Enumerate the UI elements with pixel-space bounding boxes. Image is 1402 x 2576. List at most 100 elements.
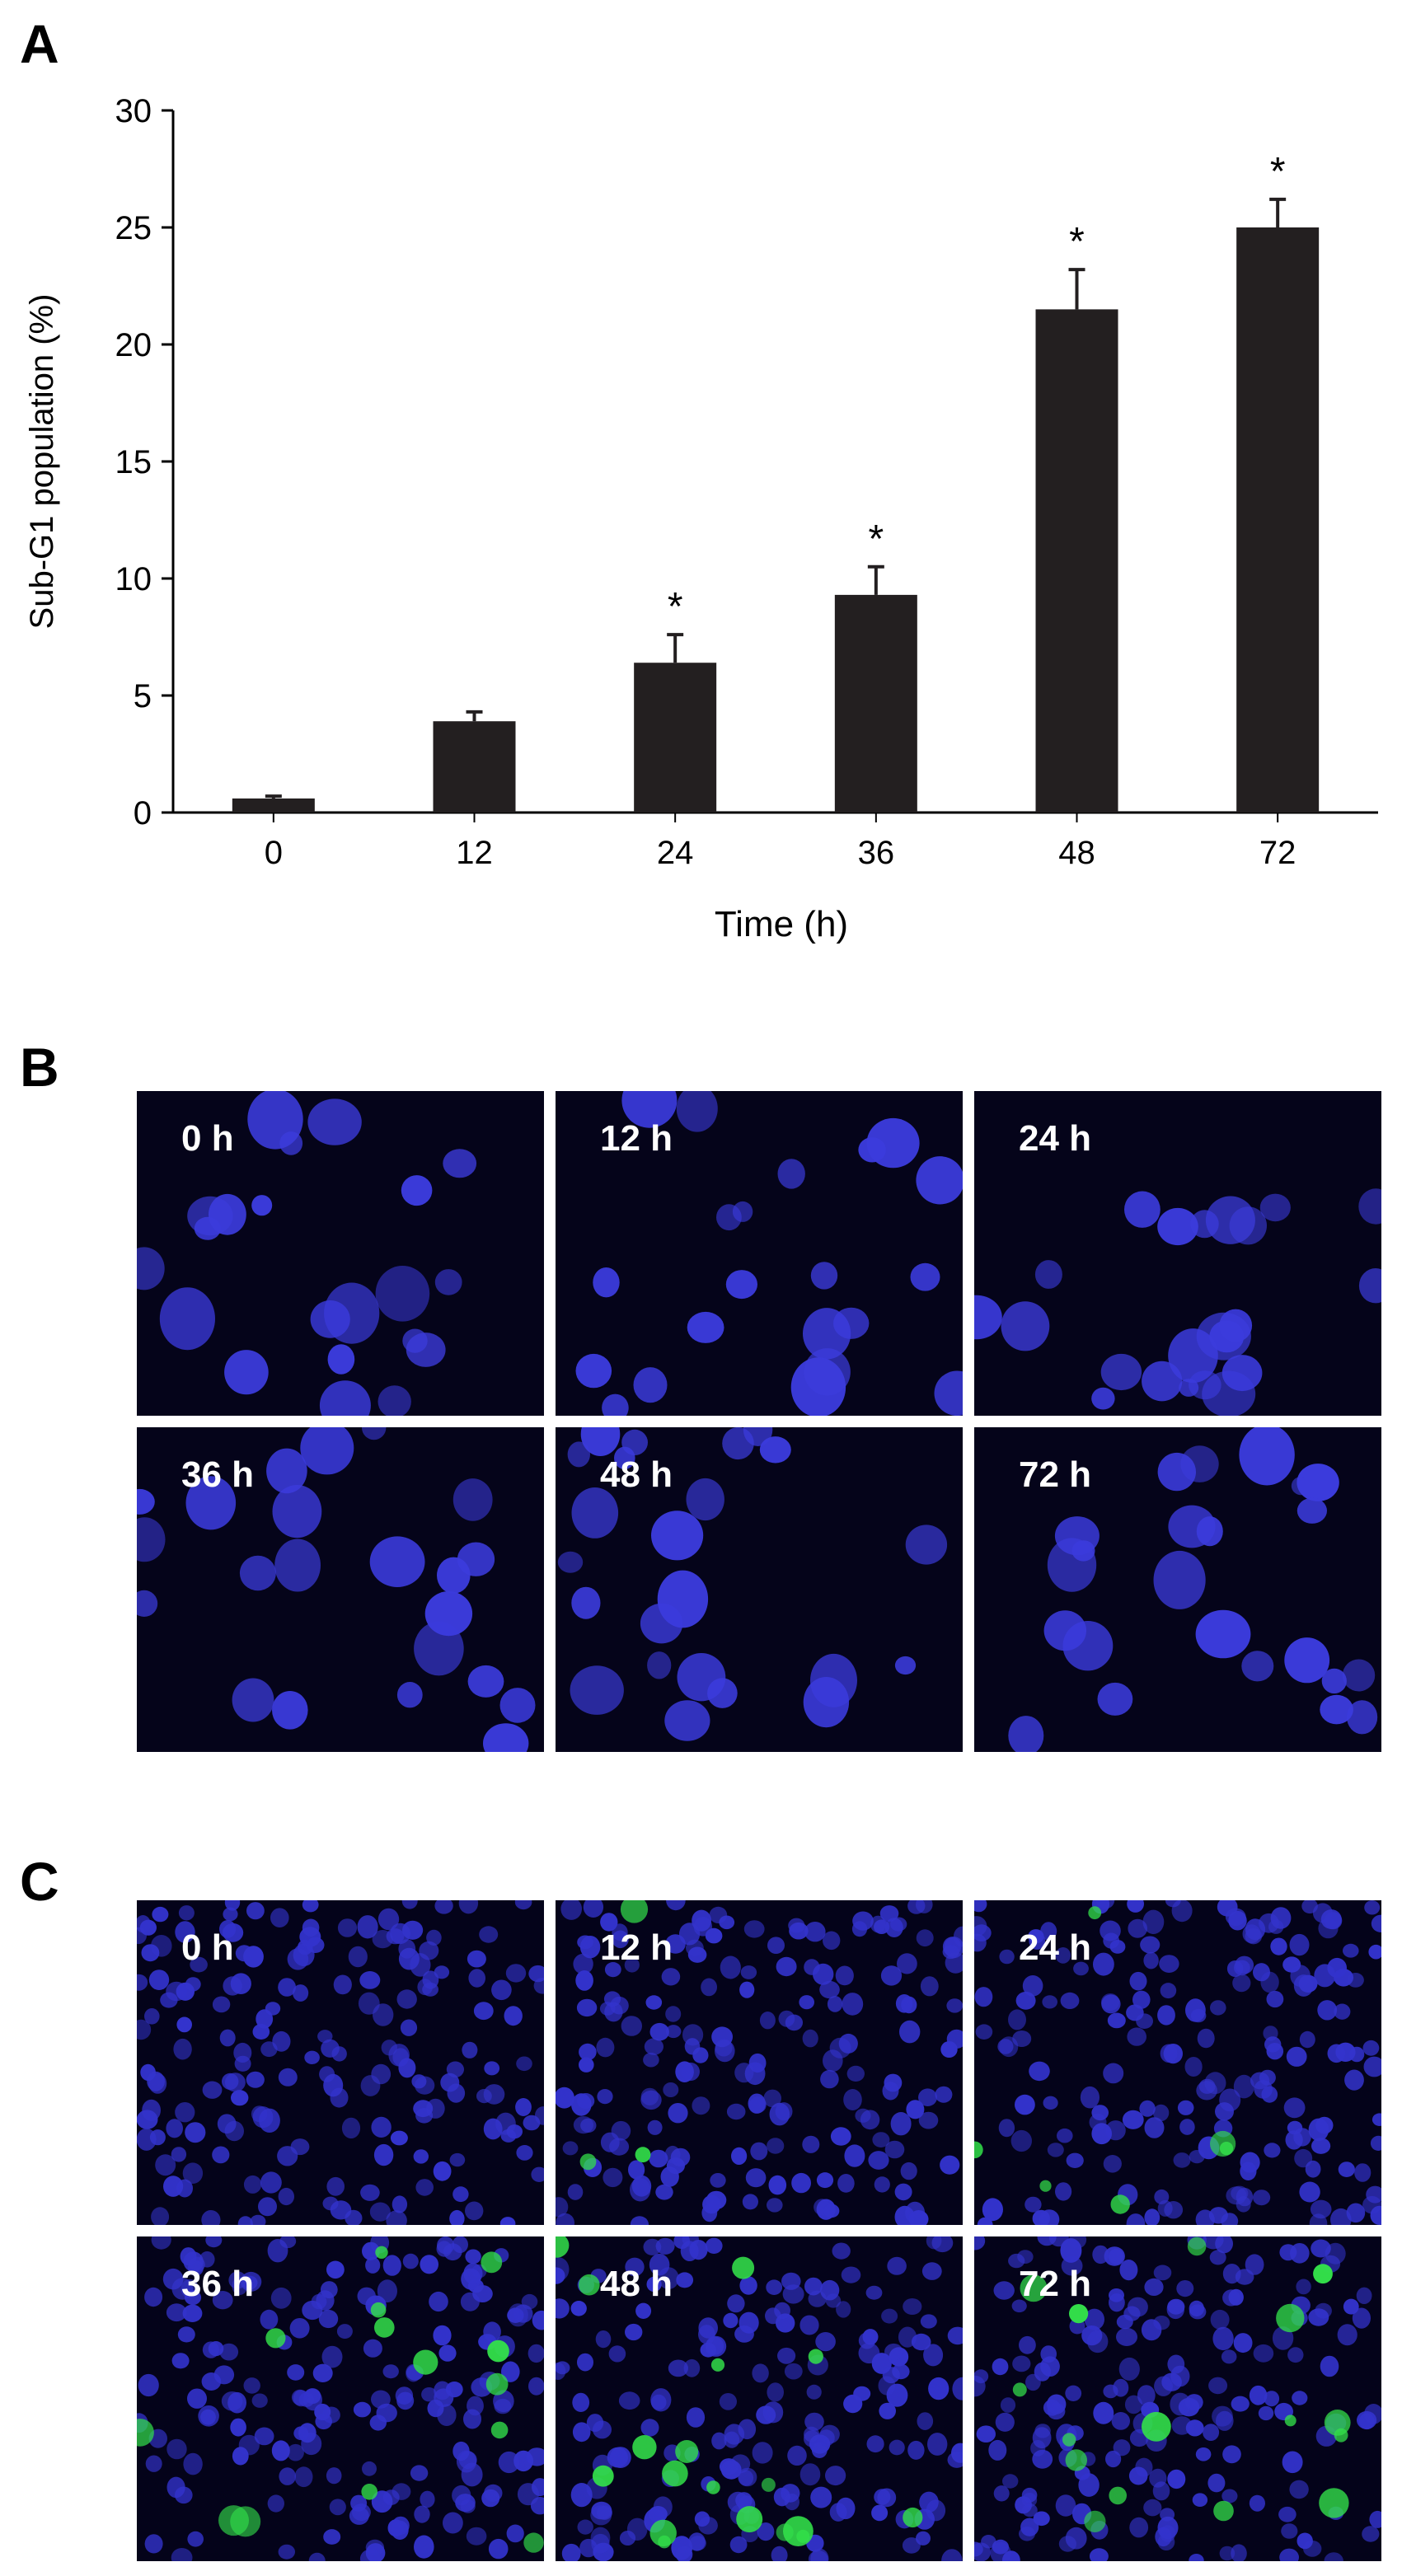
nucleus bbox=[974, 1987, 993, 2007]
nucleus bbox=[217, 2114, 237, 2134]
nucleus bbox=[1258, 2405, 1274, 2421]
nucleus bbox=[657, 1570, 709, 1628]
nucleus bbox=[258, 2197, 277, 2217]
nucleus bbox=[308, 2552, 326, 2561]
micrograph-48h: 48 h bbox=[556, 1427, 963, 1752]
tunel-positive-cell bbox=[1142, 2411, 1171, 2442]
nucleus bbox=[799, 1995, 814, 2010]
nucleus bbox=[491, 1979, 512, 2001]
nucleus bbox=[1143, 1951, 1159, 1969]
y-tick-label: 0 bbox=[134, 795, 152, 831]
nucleus bbox=[231, 2090, 249, 2106]
time-label: 12 h bbox=[600, 1118, 673, 1159]
nucleus bbox=[1208, 2377, 1228, 2395]
nucleus bbox=[748, 2093, 766, 2114]
nucleus bbox=[528, 2377, 544, 2396]
nucleus bbox=[1189, 2300, 1204, 2317]
nucleus bbox=[710, 2173, 726, 2188]
nucleus bbox=[748, 2053, 767, 2073]
nucleus bbox=[561, 2543, 581, 2561]
nucleus bbox=[1311, 2138, 1331, 2154]
nucleus bbox=[866, 2435, 884, 2453]
nucleus bbox=[1293, 2128, 1311, 2147]
tunel-positive-cell bbox=[620, 1900, 649, 1923]
nucleus bbox=[804, 1922, 826, 1942]
nucleus bbox=[1197, 2028, 1215, 2049]
nucleus bbox=[1358, 1188, 1381, 1225]
nucleus bbox=[160, 1992, 178, 2008]
nucleus bbox=[1017, 2250, 1034, 2264]
micrograph-36h: 36 h bbox=[137, 1427, 544, 1752]
nucleus bbox=[941, 2549, 963, 2561]
nucleus bbox=[722, 1427, 754, 1460]
nucleus bbox=[1055, 1947, 1071, 1964]
nucleus bbox=[974, 2236, 986, 2250]
nucleus bbox=[144, 2287, 163, 2307]
nucleus bbox=[660, 2166, 679, 2187]
cell-field bbox=[974, 1188, 1381, 1416]
nucleus bbox=[219, 2343, 239, 2361]
nucleus bbox=[452, 2236, 468, 2254]
nucleus bbox=[781, 2484, 800, 2503]
nucleus bbox=[647, 2119, 663, 2135]
nucleus bbox=[1364, 1900, 1381, 1915]
nucleus bbox=[375, 1266, 430, 1322]
nucleus bbox=[505, 1964, 527, 1983]
nucleus bbox=[433, 2325, 452, 2346]
nucleus bbox=[649, 2022, 669, 2041]
nucleus bbox=[177, 2326, 195, 2343]
nucleus bbox=[465, 2201, 484, 2221]
nucleus bbox=[171, 2548, 193, 2561]
tunel-positive-cell bbox=[974, 2141, 983, 2159]
nucleus bbox=[716, 1204, 742, 1231]
nucleus bbox=[185, 2122, 206, 2143]
tunel-positive-cell bbox=[662, 2460, 688, 2487]
nucleus bbox=[946, 1998, 963, 2013]
nucleus bbox=[369, 2414, 387, 2431]
nucleus bbox=[208, 2341, 224, 2357]
nucleus bbox=[1177, 2100, 1194, 2115]
nucleus bbox=[649, 2253, 670, 2276]
nucleus bbox=[466, 2527, 487, 2546]
nucleus bbox=[1180, 1445, 1219, 1482]
time-label: 12 h bbox=[600, 1927, 673, 1968]
nucleus bbox=[517, 2483, 539, 2506]
nucleus bbox=[784, 2363, 803, 2380]
nucleus bbox=[327, 1344, 355, 1375]
nucleus bbox=[506, 2524, 524, 2543]
nucleus bbox=[1034, 1260, 1062, 1289]
nucleus bbox=[213, 2365, 235, 2385]
time-label: 48 h bbox=[600, 2264, 673, 2304]
nucleus bbox=[626, 2517, 648, 2541]
nucleus bbox=[1363, 2056, 1381, 2077]
nucleus bbox=[452, 1478, 493, 1521]
time-label: 0 h bbox=[181, 1927, 234, 1968]
nucleus bbox=[190, 1956, 208, 1973]
nucleus bbox=[600, 1913, 618, 1932]
nucleus bbox=[815, 2332, 836, 2352]
nucleus bbox=[1128, 2466, 1148, 2485]
tunel-positive-cell bbox=[487, 2339, 509, 2363]
nucleus bbox=[254, 2427, 274, 2446]
nucleus bbox=[318, 2309, 339, 2329]
nucleus bbox=[1362, 2040, 1380, 2056]
nucleus bbox=[668, 2103, 688, 2124]
nucleus bbox=[1100, 1353, 1142, 1391]
nucleus bbox=[243, 2175, 262, 2194]
nucleus bbox=[300, 1427, 354, 1475]
nucleus bbox=[579, 2043, 597, 2061]
nucleus bbox=[420, 2255, 438, 2274]
nucleus bbox=[926, 2499, 946, 2522]
nucleus bbox=[1127, 2027, 1146, 2046]
nucleus bbox=[1196, 2081, 1217, 2101]
tunel-positive-cell bbox=[736, 2506, 763, 2533]
nucleus bbox=[1362, 2526, 1380, 2542]
nucleus bbox=[1157, 2005, 1175, 2026]
nucleus bbox=[1264, 2391, 1280, 2407]
nucleus bbox=[446, 2061, 464, 2078]
cell-field bbox=[137, 2236, 544, 2561]
nucleus bbox=[1215, 2236, 1233, 2254]
nucleus bbox=[649, 2149, 668, 2168]
nucleus bbox=[291, 2389, 308, 2405]
nucleus bbox=[661, 1968, 681, 1986]
